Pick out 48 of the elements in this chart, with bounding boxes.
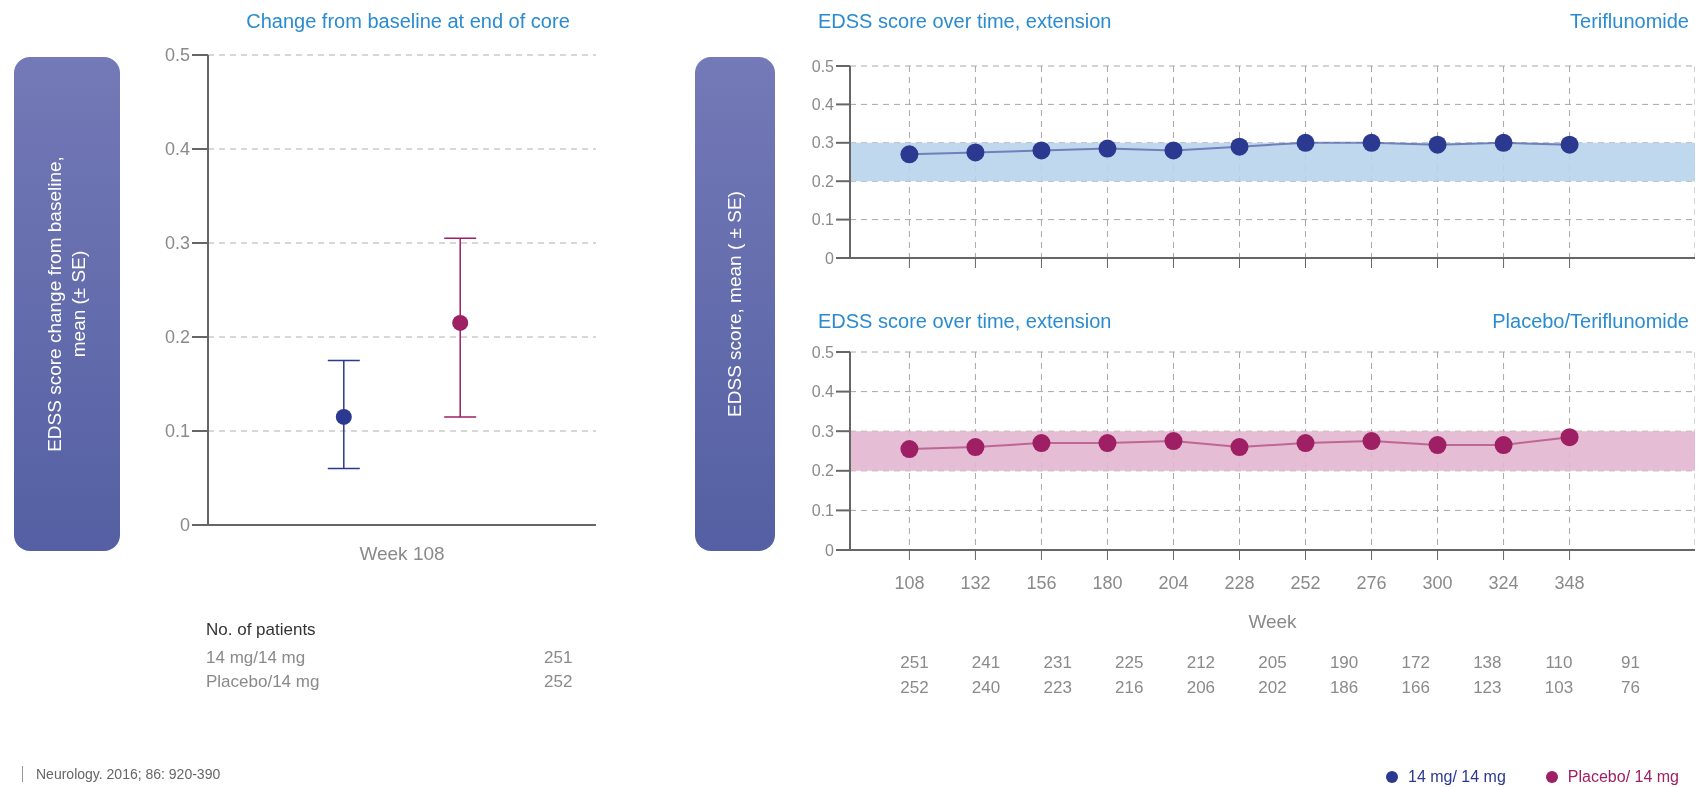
y-tick-label: 0.1 — [811, 211, 835, 229]
y-tick-label: 0.5 — [811, 343, 835, 361]
y-axis-title: EDSS score change from baseline, mean (± SE) — [43, 155, 90, 454]
y-tick-label: 0.1 — [811, 502, 835, 520]
y-tick-label: 0.4 — [811, 383, 835, 401]
x-tick-label: 180 — [1092, 572, 1123, 593]
x-tick-label: 228 — [1224, 572, 1255, 593]
chart-title: Change from baseline at end of core — [245, 10, 571, 33]
chart-title: EDSS score over time, extension — [818, 10, 1112, 33]
x-tick-label: 132 — [960, 572, 991, 593]
legend-label: Placebo/ 14 mg — [1566, 768, 1679, 786]
y-tick-label: 0.4 — [811, 96, 835, 114]
y-tick-label: 0.5 — [164, 45, 190, 66]
text: Neurology. 2016; 86: 920-390 — [36, 766, 221, 782]
x-tick-label: 252 — [1290, 572, 1321, 593]
x-axis-title: Week — [1247, 611, 1298, 633]
x-tick-label: 276 — [1356, 572, 1387, 593]
y-tick-label: 0.4 — [164, 139, 190, 160]
y-axis-title: EDSS score, mean ( ± SE) — [723, 190, 746, 419]
y-tick-label: 0 — [179, 515, 190, 536]
text: 251 241 231 225 212 205 190 172 138 110 91 — [900, 653, 1640, 672]
y-tick-label: 0 — [825, 249, 835, 267]
text: 252 — [544, 672, 573, 692]
x-tick-label: 348 — [1554, 572, 1585, 593]
text: 14 mg/14 mg — [206, 648, 306, 668]
y-tick-label: 0.2 — [811, 462, 835, 480]
y-tick-label: 0.3 — [811, 134, 835, 152]
chart-subtitle: Teriflunomide — [1570, 10, 1689, 33]
x-tick-label: 300 — [1422, 572, 1453, 593]
legend-label: 14 mg/ 14 mg — [1407, 768, 1506, 786]
x-tick-label: 156 — [1026, 572, 1057, 593]
x-tick-label: 204 — [1158, 572, 1189, 593]
chart-title: EDSS score over time, extension — [818, 310, 1112, 333]
x-tick-label: 324 — [1488, 572, 1519, 593]
text: 252 240 223 216 206 202 186 166 123 103 76 — [900, 678, 1640, 697]
y-tick-label: 0 — [825, 541, 835, 559]
x-tick-label: Week 108 — [359, 543, 445, 565]
y-tick-label: 0.5 — [811, 57, 835, 75]
y-tick-label: 0.3 — [811, 422, 835, 440]
text: Placebo/14 mg — [206, 672, 320, 692]
y-tick-label: 0.1 — [164, 421, 190, 442]
x-tick-label: 108 — [894, 572, 925, 593]
text: No. of patients — [206, 620, 316, 640]
y-tick-label: 0.2 — [164, 327, 190, 348]
y-tick-label: 0.2 — [811, 172, 835, 190]
text: 251 — [544, 648, 573, 668]
y-tick-label: 0.3 — [164, 233, 190, 254]
chart-subtitle: Placebo/Teriflunomide — [1492, 310, 1689, 333]
